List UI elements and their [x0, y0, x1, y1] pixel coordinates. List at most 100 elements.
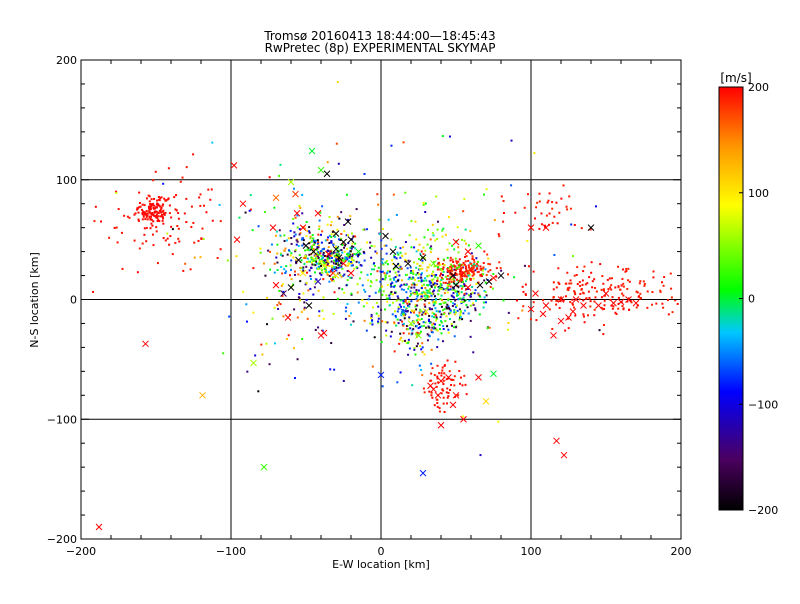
- data-point-dot: [161, 210, 164, 213]
- data-point-dot: [467, 269, 470, 272]
- data-point-dot: [350, 262, 353, 265]
- data-point-dot: [303, 227, 306, 230]
- data-point-dot: [399, 268, 402, 271]
- data-point-dot: [426, 284, 429, 287]
- data-point-dot: [448, 312, 451, 315]
- data-point-dot: [629, 300, 632, 303]
- data-point-x: [475, 242, 482, 249]
- data-point-dot: [435, 273, 438, 276]
- data-point-dot: [326, 262, 329, 265]
- data-point-dot: [591, 280, 594, 283]
- data-point-dot: [357, 253, 360, 256]
- data-point-dot: [428, 320, 431, 323]
- data-point-dot: [336, 256, 339, 259]
- data-point-dot: [458, 258, 461, 261]
- data-point-dot: [350, 258, 353, 261]
- data-point-dot: [94, 205, 97, 208]
- data-point-dot: [461, 277, 464, 280]
- data-point-dot: [156, 220, 159, 223]
- data-point-dot: [626, 300, 629, 303]
- data-point-dot: [467, 272, 470, 275]
- data-point-dot: [444, 281, 447, 284]
- data-point-dot: [556, 299, 559, 302]
- data-point-dot: [377, 290, 380, 293]
- data-point-dot: [328, 270, 331, 273]
- data-point-dot: [453, 313, 456, 316]
- data-point-dot: [463, 239, 466, 242]
- data-point-dot: [338, 258, 341, 261]
- data-point-x: [407, 320, 415, 327]
- data-point-dot: [399, 251, 402, 254]
- data-point-dot: [431, 281, 434, 284]
- data-point-dot: [451, 288, 454, 291]
- data-point-dot: [461, 238, 464, 241]
- data-point-dot: [413, 261, 416, 264]
- data-point-dot: [443, 292, 446, 295]
- data-point-dot: [158, 199, 161, 202]
- data-point-dot: [452, 302, 455, 305]
- data-point-dot: [465, 278, 468, 281]
- data-point-dot: [566, 208, 569, 211]
- data-point-dot: [308, 242, 311, 245]
- data-point-dot: [562, 299, 565, 302]
- data-point-dot: [311, 247, 314, 250]
- data-point-dot: [378, 218, 381, 221]
- data-point-x-stroke: [233, 236, 241, 243]
- data-point-dot: [439, 284, 442, 287]
- data-point-dot: [374, 264, 377, 267]
- data-point-dot: [363, 319, 366, 322]
- data-point-dot: [332, 279, 335, 282]
- data-point-dot: [475, 299, 478, 302]
- data-point-dot: [115, 190, 118, 193]
- data-point-x-stroke: [632, 299, 640, 307]
- data-point-dot: [438, 372, 441, 375]
- data-point-dot: [394, 266, 397, 269]
- data-point-dot: [299, 280, 302, 283]
- data-point-dot: [472, 270, 475, 273]
- data-point-dot: [474, 269, 477, 272]
- data-point-dot: [126, 215, 129, 218]
- data-point-dot: [339, 249, 342, 252]
- data-point-dot: [462, 210, 465, 213]
- data-point-dot: [433, 301, 436, 304]
- data-point-dot: [463, 263, 466, 266]
- data-point-dot: [573, 274, 576, 277]
- data-point-dot: [350, 247, 353, 250]
- data-point-x: [464, 284, 472, 291]
- data-point-dot: [419, 330, 422, 333]
- data-point-dot: [333, 268, 336, 271]
- data-point-dot: [552, 288, 555, 291]
- data-point-dot: [507, 311, 510, 314]
- data-point-dot: [137, 206, 140, 209]
- data-point-dot: [457, 394, 460, 397]
- data-point-dot: [326, 255, 329, 258]
- data-point-dot: [419, 326, 422, 329]
- data-point-dot: [423, 353, 426, 356]
- data-point-dot: [289, 254, 292, 257]
- data-point-dot: [439, 327, 442, 330]
- data-point-dot: [143, 233, 146, 236]
- data-point-dot: [404, 252, 407, 255]
- data-point-dot: [417, 332, 420, 335]
- data-point-x-stroke: [404, 260, 412, 267]
- data-point-dot: [385, 329, 388, 332]
- data-point-dot: [152, 213, 155, 216]
- data-point-dot: [558, 211, 561, 214]
- data-point-dot: [468, 273, 471, 276]
- data-point-dot: [389, 292, 392, 295]
- data-point-dot: [620, 284, 623, 287]
- data-point-x-stroke: [482, 397, 490, 405]
- data-point-dot: [392, 193, 395, 196]
- data-point-dot: [436, 220, 439, 223]
- data-point-dot: [290, 268, 293, 271]
- data-point-dot: [157, 218, 160, 221]
- data-point-dot: [309, 287, 312, 290]
- data-point-dot: [412, 272, 415, 275]
- data-point-x: [445, 373, 452, 381]
- data-point-x-stroke: [239, 200, 247, 208]
- data-point-dot: [338, 264, 341, 267]
- data-point-dot: [390, 285, 393, 288]
- data-point-dot: [453, 320, 456, 323]
- data-point-dot: [384, 276, 387, 279]
- data-point-dot: [474, 309, 477, 312]
